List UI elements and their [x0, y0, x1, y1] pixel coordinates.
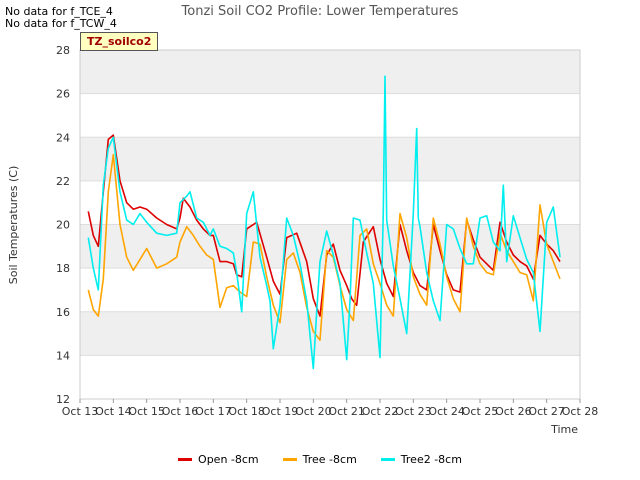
y-tick-label: 22	[56, 175, 70, 188]
grid-band	[80, 50, 580, 94]
x-tick-label: Oct 16	[162, 405, 199, 418]
legend-label-open: Open -8cm	[198, 453, 259, 466]
x-tick-label: Oct 28	[562, 405, 599, 418]
legend-swatch-tree	[282, 458, 297, 461]
x-tick-label: Oct 21	[328, 405, 365, 418]
x-tick-label: Oct 20	[295, 405, 332, 418]
legend-swatch-tree2	[380, 458, 395, 461]
x-tick-label: Oct 26	[495, 405, 532, 418]
legend-item-tree[interactable]: Tree -8cm	[282, 453, 357, 466]
legend: Open -8cm Tree -8cm Tree2 -8cm	[0, 453, 640, 466]
site-badge: TZ_soilco2	[80, 32, 159, 51]
x-tick-label: Oct 22	[362, 405, 399, 418]
x-tick-label: Oct 25	[462, 405, 499, 418]
series-line-2	[87, 153, 561, 341]
grid-band	[80, 137, 580, 181]
series-line-3	[87, 75, 561, 370]
y-tick-label: 20	[56, 219, 70, 232]
chart-title: Tonzi Soil CO2 Profile: Lower Temperatur…	[181, 4, 459, 19]
y-tick-label: 14	[56, 349, 70, 362]
no-data-note-2: No data for f_TCW_4	[5, 17, 117, 30]
x-tick-label: Oct 17	[195, 405, 232, 418]
x-tick-label: Oct 19	[262, 405, 299, 418]
y-tick-label: 12	[56, 393, 70, 406]
legend-swatch-open	[178, 458, 193, 461]
legend-label-tree: Tree -8cm	[302, 453, 357, 466]
y-tick-label: 28	[56, 44, 70, 57]
x-tick-label: Oct 15	[128, 405, 165, 418]
x-tick-label: Oct 13	[62, 405, 99, 418]
grid-band	[80, 311, 580, 356]
plot-frame	[79, 49, 581, 400]
y-tick-label: 16	[56, 306, 70, 319]
legend-item-tree2[interactable]: Tree2 -8cm	[380, 453, 462, 466]
x-tick-label: Oct 18	[228, 405, 265, 418]
x-tick-label: Oct 14	[95, 405, 132, 418]
y-axis-label: Soil Temperatures (C)	[7, 166, 20, 285]
legend-item-open[interactable]: Open -8cm	[178, 453, 259, 466]
x-tick-label: Oct 27	[528, 405, 565, 418]
x-tick-label: Oct 24	[428, 405, 465, 418]
y-tick-label: 24	[56, 131, 70, 144]
y-tick-label: 26	[56, 88, 70, 101]
legend-label-tree2: Tree2 -8cm	[400, 453, 462, 466]
no-data-note-1: No data for f_TCE_4	[5, 5, 113, 18]
x-tick-label: Oct 23	[395, 405, 432, 418]
x-axis-label: Time	[550, 423, 578, 436]
y-tick-label: 18	[56, 262, 70, 275]
